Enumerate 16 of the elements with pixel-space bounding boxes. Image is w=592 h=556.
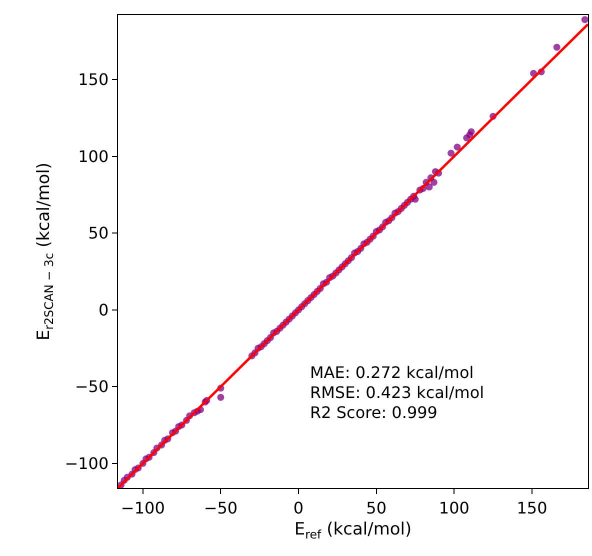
y-tick-label: 50 xyxy=(88,224,109,243)
annotation: MAE: 0.272 kcal/mol xyxy=(310,363,474,382)
x-tick-label: 0 xyxy=(293,498,304,518)
x-tick-label: −100 xyxy=(120,498,165,518)
y-tick-label: −100 xyxy=(64,454,109,474)
y-tick-label: 0 xyxy=(98,300,109,320)
x-tick-label: 150 xyxy=(516,498,548,518)
y-tick-label: −50 xyxy=(74,377,109,396)
y-tick-label: 150 xyxy=(78,70,109,90)
x-tick-label: 100 xyxy=(438,498,470,518)
annotation: RMSE: 0.423 kcal/mol xyxy=(310,383,484,402)
x-tick-label: −50 xyxy=(204,498,238,518)
y-tick-label: 100 xyxy=(78,146,109,166)
x-tick-label: 50 xyxy=(366,498,387,518)
annotation: R2 Score: 0.999 xyxy=(310,403,438,422)
x-axis-title: E$_{ref}$ (kcal/mol) xyxy=(294,520,412,542)
